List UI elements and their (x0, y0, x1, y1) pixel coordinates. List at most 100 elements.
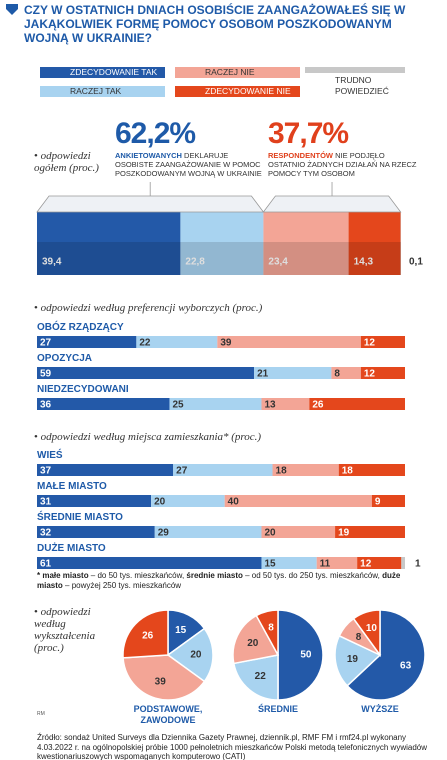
bar-segment (37, 336, 137, 348)
bar-segment (335, 526, 405, 538)
value-label: 8 (268, 623, 274, 634)
value-label: 20 (264, 528, 276, 539)
pie-label: PODSTAWOWE, ZAWODOWE (133, 704, 203, 725)
bar-segment (154, 526, 262, 538)
value-label: 0,1 (409, 257, 423, 268)
bar-segment (37, 212, 181, 275)
category-label: MAŁE MIASTO (37, 481, 107, 492)
value-label: 39 (220, 338, 232, 349)
bar-segment (360, 367, 405, 379)
highlight-bold: RESPONDENTÓW (268, 151, 334, 160)
highlight-value: 37,7% (268, 117, 349, 150)
highlight-body: NIE PODJĘŁO OSTATNIO ŻADNYCH DZIAŁAŃ NA … (268, 151, 417, 178)
footnote-part: duże miasto (37, 571, 401, 590)
value-label: 20 (190, 650, 202, 661)
legend-label: TRUDNO POWIEDZIEĆ (335, 75, 389, 96)
category-label: DUŻE MIASTO (37, 543, 106, 554)
footnote-part: * małe miasto (37, 571, 89, 580)
highlight-text: ANKIETOWANYCH DEKLARUJE OSOBISTE ZAANGAŻ… (115, 151, 265, 178)
bar-segment (401, 557, 405, 569)
legend-label: ZDECYDOWANIE NIE (205, 86, 291, 96)
value-label: 11 (320, 559, 331, 570)
legend-swatch (40, 86, 165, 97)
arrow-icon (6, 4, 18, 15)
pie-slice (166, 627, 214, 683)
value-label: 8 (334, 369, 340, 380)
value-label: 15 (175, 625, 187, 636)
value-label: 39,4 (42, 257, 62, 268)
footnote-part: – od 50 tys. do 250 tys. mieszkańców, (242, 571, 383, 580)
bar-segment (151, 495, 225, 507)
category-label: ŚREDNIE MIASTO (37, 512, 123, 523)
bar-segment (261, 557, 317, 569)
value-label: 10 (366, 623, 378, 634)
value-label: 20 (154, 497, 166, 508)
value-label: 19 (347, 654, 359, 665)
subtitle: odpowiedzi według wykształcenia (proc.) (34, 606, 109, 654)
value-label: 8 (356, 632, 362, 643)
pie-label: ŚREDNIE (257, 704, 298, 714)
footnote: * małe miasto – do 50 tys. mieszkańców, … (37, 571, 427, 591)
pie-slice (232, 654, 279, 701)
bar-segment (224, 495, 372, 507)
value-label: 26 (142, 631, 154, 642)
value-label: 15 (264, 559, 276, 570)
bar-segment (169, 398, 262, 410)
subtitle: odpowiedzi według preferencji wyborczych… (34, 302, 434, 314)
pie-label: WYŻSZE (361, 704, 399, 714)
pie-slice (122, 654, 206, 701)
value-label: 40 (228, 497, 240, 508)
value-label: 37 (40, 466, 52, 477)
value-label: 22 (139, 338, 151, 349)
value-label: 31 (40, 497, 52, 508)
value-label: 22,8 (185, 257, 205, 268)
bar-segment (348, 212, 401, 275)
value-label: 12 (364, 369, 376, 380)
bar-segment (254, 367, 332, 379)
subtitle: odpowiedzi ogółem (proc.) (34, 150, 104, 174)
bar-shade (37, 242, 401, 275)
credit: RM (37, 711, 45, 717)
value-label: 36 (40, 400, 52, 411)
bar-segment (37, 526, 155, 538)
bar-segment (37, 557, 262, 569)
value-label: 59 (40, 369, 52, 380)
legend-label: RACZEJ TAK (70, 86, 122, 96)
legend-swatch (305, 67, 405, 73)
category-label: OPOZYCJA (37, 353, 93, 364)
pie-slice (277, 609, 324, 701)
category-label: WIEŚ (37, 450, 63, 461)
highlight-body: DEKLARUJE OSOBISTE ZAANGAŻOWANIE W POMOC… (115, 151, 262, 178)
bar-segment (272, 464, 339, 476)
bar-segment (37, 495, 152, 507)
value-label: 27 (40, 338, 52, 349)
value-label: 23,4 (268, 257, 288, 268)
value-label: 21 (257, 369, 269, 380)
footnote-part: – do 50 tys. mieszkańców, (88, 571, 187, 580)
bracket (262, 182, 402, 213)
value-label: 13 (264, 400, 276, 411)
bar-segment (37, 464, 174, 476)
value-label: 39 (155, 676, 167, 687)
bar-segment (338, 464, 405, 476)
subtitle: odpowiedzi według miejsca zamieszkania* … (34, 431, 434, 443)
bar-segment (316, 557, 358, 569)
value-label: 19 (338, 528, 350, 539)
legend-label: RACZEJ NIE (205, 67, 255, 77)
bar-segment (331, 367, 361, 379)
highlight-text: RESPONDENTÓW NIE PODJĘŁO OSTATNIO ŻADNYC… (268, 151, 418, 178)
value-label: 18 (342, 466, 354, 477)
value-label: 20 (247, 638, 259, 649)
legend-swatch (175, 67, 300, 78)
bar-segment (180, 212, 264, 275)
value-label: 18 (276, 466, 288, 477)
footnote-part: – powyżej 250 tys. mieszkańców (62, 581, 182, 590)
highlight-bold: ANKIETOWANYCH (115, 151, 182, 160)
bar-segment (357, 557, 402, 569)
value-label: 25 (172, 400, 184, 411)
title: CZY W OSTATNICH DNIACH OSOBIŚCIE ZAANGAŻ… (24, 3, 406, 45)
bar-segment (371, 495, 405, 507)
value-label: 63 (400, 661, 412, 672)
bracket (36, 182, 265, 213)
